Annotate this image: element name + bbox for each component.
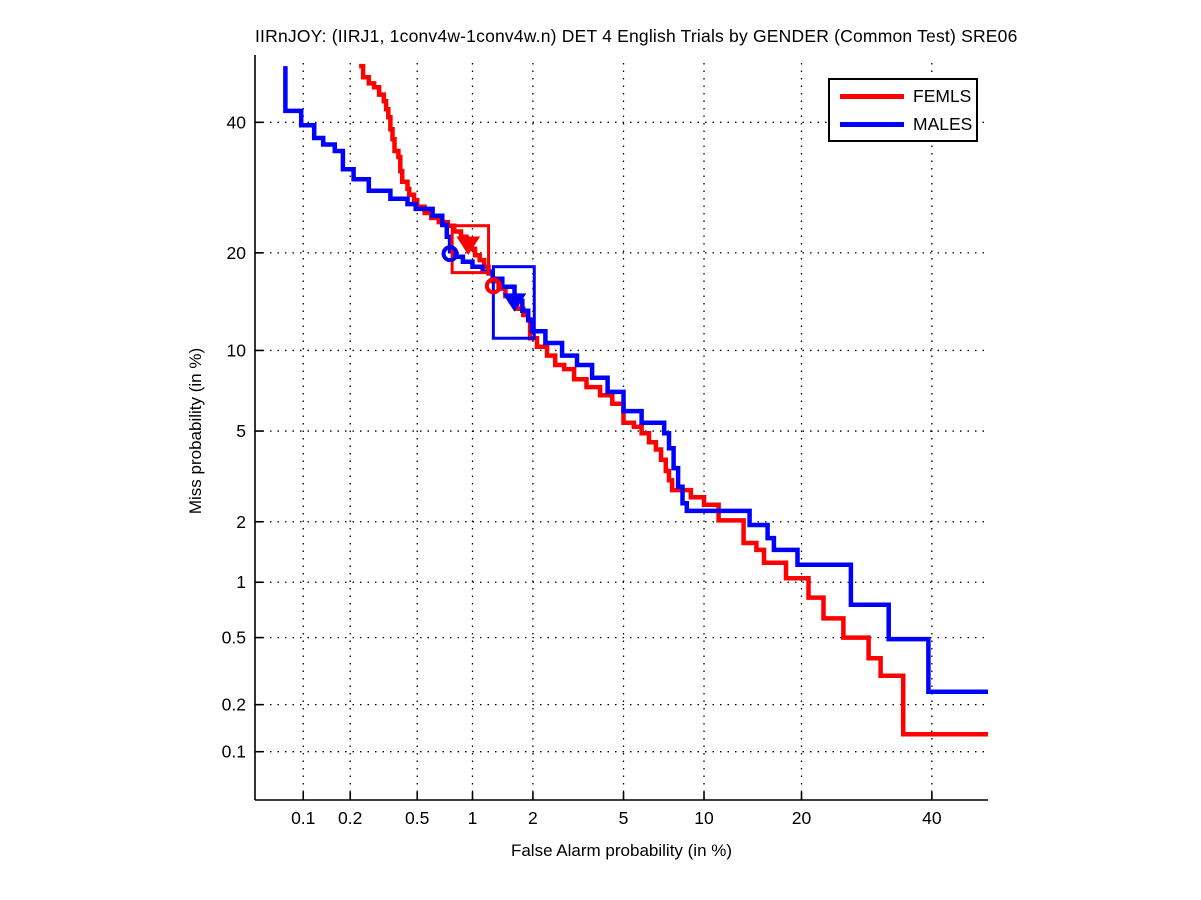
x-tick-label: 40: [922, 808, 942, 828]
y-tick-label: 40: [227, 112, 247, 132]
x-tick-label: 1: [468, 808, 478, 828]
x-tick-label: 0.1: [291, 808, 315, 828]
axis-spines: [254, 55, 988, 801]
legend-entry-femls: FEMLS: [830, 82, 976, 110]
det-curve-males: [283, 66, 988, 695]
det-curve-femls: [359, 63, 988, 737]
y-tick-label: 2: [236, 512, 246, 532]
x-tick-label: 20: [792, 808, 812, 828]
circle-marker-males: [441, 245, 459, 263]
legend-entry-males: MALES: [830, 110, 976, 138]
y-tick-label: 10: [227, 340, 247, 360]
y-tick-label: 0.5: [222, 628, 246, 648]
y-tick-label: 0.2: [222, 695, 246, 715]
circle-marker-femls: [484, 277, 502, 295]
confidence-box-males: [491, 265, 536, 340]
x-tick-label: 5: [619, 808, 629, 828]
x-axis-label: False Alarm probability (in %): [510, 841, 733, 860]
y-tick-label: 20: [227, 243, 247, 263]
legend-box: FEMLS MALES: [828, 78, 978, 142]
axis-ticks-and-labels: 0.1 0.2 0.5 1 2 5 10 20 40 0.1 0.2 0.5 1 2 5 10 20 40: [222, 112, 942, 828]
x-tick-label: 2: [528, 808, 538, 828]
y-tick-label: 5: [236, 421, 246, 441]
triangle-marker-males: [502, 293, 527, 312]
grid-lines: [255, 63, 988, 800]
legend-label-femls: FEMLS: [913, 85, 972, 106]
chart-title: IIRnJOY: (IIRJ1, 1conv4w-1conv4w.n) DET …: [255, 26, 1018, 46]
det-curves: [283, 63, 988, 737]
y-axis-label: Miss probability (in %): [186, 347, 205, 515]
operating-point-markers: [441, 236, 527, 312]
x-tick-label: 10: [694, 808, 714, 828]
x-tick-label: 0.2: [338, 808, 362, 828]
x-tick-label: 0.5: [405, 808, 429, 828]
y-tick-label: 0.1: [222, 742, 246, 762]
legend-label-males: MALES: [913, 113, 973, 134]
triangle-marker-femls: [456, 236, 481, 255]
y-tick-label: 1: [236, 572, 246, 592]
males-line-swatch: [840, 121, 904, 127]
femls-line-swatch: [840, 93, 904, 99]
